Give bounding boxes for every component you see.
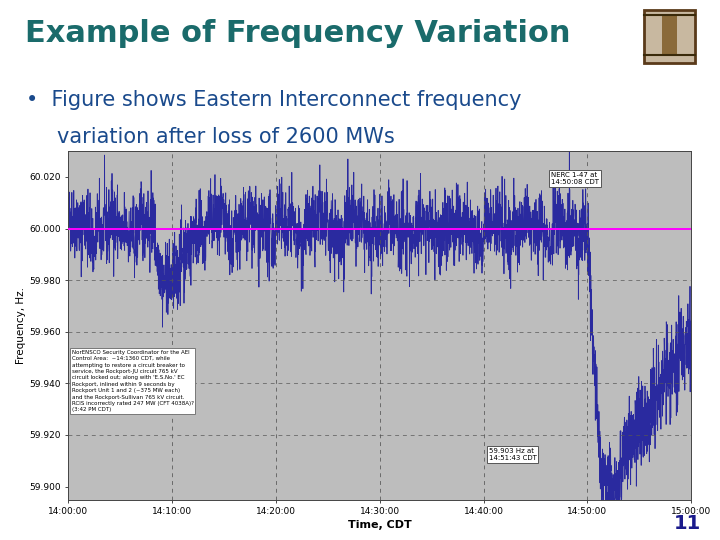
FancyBboxPatch shape: [662, 15, 677, 55]
Text: 11: 11: [674, 514, 701, 534]
Text: Example of Frequency Variation: Example of Frequency Variation: [25, 19, 571, 48]
X-axis label: Time, CDT: Time, CDT: [348, 521, 412, 530]
Text: NERC 1-47 at
14:50:08 CDT: NERC 1-47 at 14:50:08 CDT: [551, 172, 599, 185]
Text: 59.903 Hz at
14:51:43 CDT: 59.903 Hz at 14:51:43 CDT: [489, 448, 536, 461]
Y-axis label: Frequency, Hz.: Frequency, Hz.: [17, 287, 27, 364]
Text: variation after loss of 2600 MWs: variation after loss of 2600 MWs: [58, 126, 395, 147]
FancyBboxPatch shape: [644, 10, 695, 63]
Text: •  Figure shows Eastern Interconnect frequency: • Figure shows Eastern Interconnect freq…: [26, 90, 521, 110]
Text: NorENSCO Security Coordinator for the AEI
Control Area:  ~14:1360 CDT, while
att: NorENSCO Security Coordinator for the AE…: [71, 350, 194, 413]
